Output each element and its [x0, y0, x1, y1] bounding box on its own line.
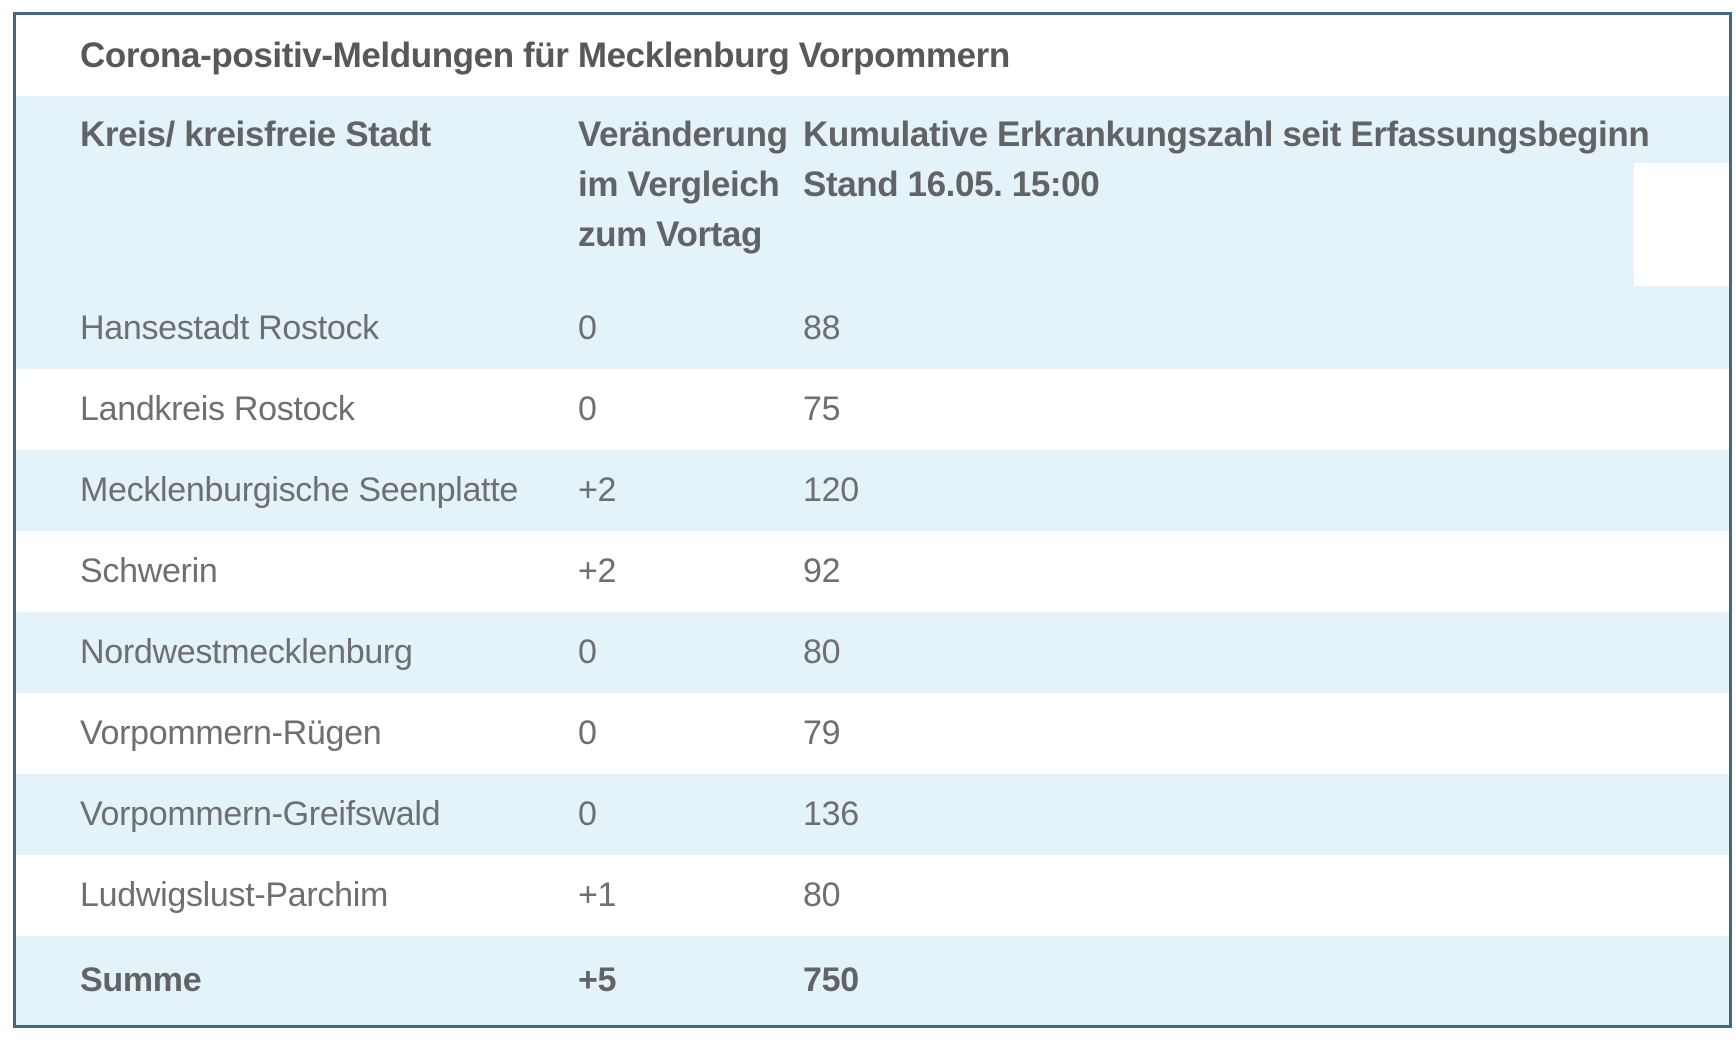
cell-change-value: 0	[578, 714, 597, 752]
table-row: Hansestadt Rostock 0 88	[16, 288, 1729, 369]
cell-cumulative-value: 136	[803, 795, 859, 833]
table-header-row: Kreis/ kreisfreie Stadt Veränderung im V…	[16, 96, 1729, 288]
cell-cumulative-value: 750	[803, 961, 859, 999]
cell-change-value: +2	[578, 552, 617, 590]
cell-region-name: Landkreis Rostock	[80, 390, 355, 428]
corona-report-table: Corona-positiv-Meldungen für Mecklenburg…	[13, 12, 1732, 1028]
cell-change-value: +2	[578, 471, 617, 509]
white-overlay-patch	[1634, 163, 1729, 286]
cell-change-value: 0	[578, 633, 597, 671]
cell-cumulative-value: 80	[803, 633, 841, 671]
cell-region-name: Mecklenburgische Seenplatte	[80, 471, 518, 509]
cell-change-value: 0	[578, 309, 597, 347]
cell-change-value: +5	[578, 961, 617, 999]
cell-cumulative-value: 75	[803, 390, 841, 428]
cell-region-name: Summe	[80, 961, 202, 999]
table-title-row: Corona-positiv-Meldungen für Mecklenburg…	[16, 15, 1729, 96]
header-kreis: Kreis/ kreisfreie Stadt	[80, 115, 431, 154]
cell-cumulative-value: 80	[803, 876, 841, 914]
table-row: Landkreis Rostock 0 75	[16, 369, 1729, 450]
page-title: Corona-positiv-Meldungen für Mecklenburg…	[80, 35, 1010, 75]
cell-cumulative-value: 79	[803, 714, 841, 752]
cell-cumulative-value: 92	[803, 552, 841, 590]
cell-region-name: Hansestadt Rostock	[80, 309, 379, 347]
table-row: Ludwigslust-Parchim +1 80	[16, 855, 1729, 936]
header-kumulativ-line1: Kumulative Erkrankungszahl seit Erfassun…	[803, 115, 1650, 154]
table-row-total: Summe +5 750	[16, 936, 1729, 1025]
cell-cumulative-value: 88	[803, 309, 841, 347]
table-row: Vorpommern-Rügen 0 79	[16, 693, 1729, 774]
table-row: Vorpommern-Greifswald 0 136	[16, 774, 1729, 855]
header-kumulativ-line2: Stand 16.05. 15:00	[803, 165, 1100, 204]
cell-change-value: 0	[578, 390, 597, 428]
cell-change-value: +1	[578, 876, 617, 914]
cell-region-name: Ludwigslust-Parchim	[80, 876, 388, 914]
cell-region-name: Nordwestmecklenburg	[80, 633, 413, 671]
header-veraenderung: Veränderung im Vergleich zum Vortag	[578, 115, 788, 254]
table-row: Mecklenburgische Seenplatte +2 120	[16, 450, 1729, 531]
cell-region-name: Schwerin	[80, 552, 218, 590]
table-row: Nordwestmecklenburg 0 80	[16, 612, 1729, 693]
cell-region-name: Vorpommern-Greifswald	[80, 795, 441, 833]
table-row: Schwerin +2 92	[16, 531, 1729, 612]
cell-cumulative-value: 120	[803, 471, 859, 509]
cell-change-value: 0	[578, 795, 597, 833]
cell-region-name: Vorpommern-Rügen	[80, 714, 382, 752]
header-kumulativ: Kumulative Erkrankungszahl seit Erfassun…	[803, 110, 1705, 288]
